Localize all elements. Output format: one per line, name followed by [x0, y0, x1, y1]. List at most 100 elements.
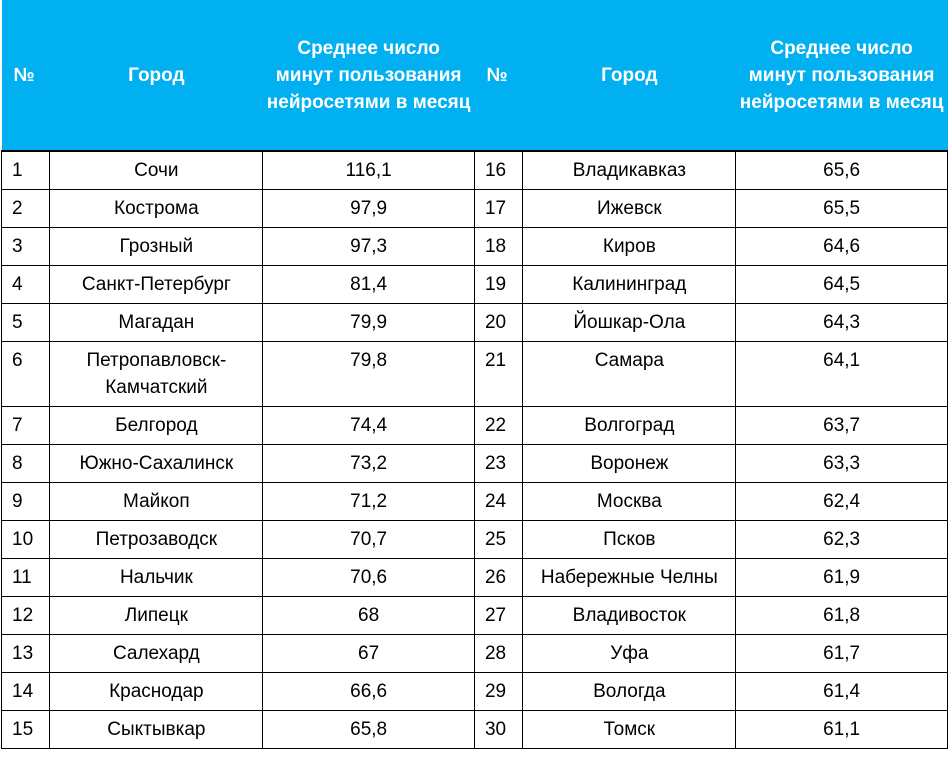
rank-cell: 24 — [473, 482, 524, 521]
header-value-left: Среднее число минут пользования нейросет… — [262, 0, 475, 152]
rank-cell: 25 — [473, 520, 524, 559]
header-num-left: № — [1, 0, 50, 152]
rank-cell: 8 — [0, 444, 51, 483]
city-cell: Сочи — [49, 150, 264, 190]
header-row: № Город Среднее число минут пользования … — [1, 0, 948, 152]
rank-cell: 27 — [473, 596, 524, 635]
rank-cell: 28 — [473, 634, 524, 673]
city-cell: Ижевск — [522, 189, 737, 228]
table-row: 8 Южно-Сахалинск 73,2 23 Воронеж 63,3 — [0, 444, 948, 483]
header-value-right: Среднее число минут пользования нейросет… — [735, 0, 948, 152]
city-cell: Уфа — [522, 634, 737, 673]
value-cell: 81,4 — [262, 265, 475, 304]
rank-cell: 18 — [473, 227, 524, 266]
city-cell: Кострома — [49, 189, 264, 228]
rank-cell: 3 — [0, 227, 51, 266]
city-cell: Сыктывкар — [49, 710, 264, 749]
value-cell: 73,2 — [262, 444, 475, 483]
value-cell: 61,8 — [735, 596, 948, 635]
value-cell: 63,7 — [735, 406, 948, 445]
value-cell: 116,1 — [262, 150, 475, 190]
value-cell: 64,5 — [735, 265, 948, 304]
table-row: 5 Магадан 79,9 20 Йошкар-Ола 64,3 — [0, 303, 948, 342]
rank-cell: 11 — [0, 558, 51, 597]
city-cell: Вологда — [522, 672, 737, 711]
value-cell: 67 — [262, 634, 475, 673]
rank-cell: 14 — [0, 672, 51, 711]
value-cell: 65,6 — [735, 150, 948, 190]
header-city-right: Город — [522, 0, 736, 152]
city-cell: Калининград — [522, 265, 737, 304]
city-cell: Краснодар — [49, 672, 264, 711]
table-row: 2 Кострома 97,9 17 Ижевск 65,5 — [0, 189, 948, 228]
city-cell: Липецк — [49, 596, 264, 635]
city-cell: Майкоп — [49, 482, 264, 521]
value-cell: 68 — [262, 596, 475, 635]
rank-cell: 13 — [0, 634, 51, 673]
rank-cell: 20 — [473, 303, 524, 342]
city-cell: Южно-Сахалинск — [49, 444, 264, 483]
city-cell: Магадан — [49, 303, 264, 342]
value-cell: 71,2 — [262, 482, 475, 521]
city-cell: Владикавказ — [522, 150, 737, 190]
rank-cell: 6 — [0, 341, 51, 407]
value-cell: 70,6 — [262, 558, 475, 597]
rank-cell: 12 — [0, 596, 51, 635]
value-cell: 74,4 — [262, 406, 475, 445]
table-row: 6 Петропавловск-Камчатский 79,8 21 Самара 64,… — [0, 341, 948, 407]
rank-cell: 29 — [473, 672, 524, 711]
city-cell: Самара — [522, 341, 737, 407]
rank-cell: 19 — [473, 265, 524, 304]
city-cell: Йошкар-Ола — [522, 303, 737, 342]
rank-cell: 2 — [0, 189, 51, 228]
header-num-right: № — [474, 0, 523, 152]
value-cell: 64,3 — [735, 303, 948, 342]
value-cell: 62,3 — [735, 520, 948, 559]
table-row: 4 Санкт-Петербург 81,4 19 Калининград 64,5 — [0, 265, 948, 304]
rank-cell: 30 — [473, 710, 524, 749]
table-row: 9 Майкоп 71,2 24 Москва 62,4 — [0, 482, 948, 521]
rank-cell: 1 — [0, 150, 51, 190]
city-cell: Москва — [522, 482, 737, 521]
value-cell: 62,4 — [735, 482, 948, 521]
rank-cell: 26 — [473, 558, 524, 597]
value-cell: 61,9 — [735, 558, 948, 597]
city-cell: Томск — [522, 710, 737, 749]
city-cell: Набережные Челны — [522, 558, 737, 597]
city-cell: Петрозаводск — [49, 520, 264, 559]
city-cell: Волгоград — [522, 406, 737, 445]
city-cell: Киров — [522, 227, 737, 266]
rank-cell: 16 — [473, 150, 524, 190]
table-row: 3 Грозный 97,3 18 Киров 64,6 — [0, 227, 948, 266]
value-cell: 66,6 — [262, 672, 475, 711]
rank-cell: 17 — [473, 189, 524, 228]
rank-cell: 9 — [0, 482, 51, 521]
rank-cell: 10 — [0, 520, 51, 559]
rank-cell: 21 — [473, 341, 524, 407]
table-row: 13 Салехард 67 28 Уфа 61,7 — [0, 634, 948, 673]
value-cell: 61,7 — [735, 634, 948, 673]
rank-cell: 7 — [0, 406, 51, 445]
value-cell: 64,1 — [735, 341, 948, 407]
header-city-left: Город — [49, 0, 263, 152]
city-cell: Псков — [522, 520, 737, 559]
table-row: 1 Сочи 116,1 16 Владикавказ 65,6 — [0, 150, 948, 190]
rank-cell: 15 — [0, 710, 51, 749]
city-cell: Петропавловск-Камчатский — [49, 341, 264, 407]
value-cell: 79,8 — [262, 341, 475, 407]
value-cell: 97,3 — [262, 227, 475, 266]
table-row: 15 Сыктывкар 65,8 30 Томск 61,1 — [0, 710, 948, 749]
table-row: 14 Краснодар 66,6 29 Вологда 61,4 — [0, 672, 948, 711]
city-cell: Белгород — [49, 406, 264, 445]
city-cell: Нальчик — [49, 558, 264, 597]
value-cell: 63,3 — [735, 444, 948, 483]
value-cell: 79,9 — [262, 303, 475, 342]
value-cell: 65,5 — [735, 189, 948, 228]
city-ranking-table: № Город Среднее число минут пользования … — [0, 0, 948, 749]
rank-cell: 23 — [473, 444, 524, 483]
rank-cell: 4 — [0, 265, 51, 304]
city-cell: Воронеж — [522, 444, 737, 483]
table-row: 7 Белгород 74,4 22 Волгоград 63,7 — [0, 406, 948, 445]
value-cell: 61,1 — [735, 710, 948, 749]
table-row: 12 Липецк 68 27 Владивосток 61,8 — [0, 596, 948, 635]
